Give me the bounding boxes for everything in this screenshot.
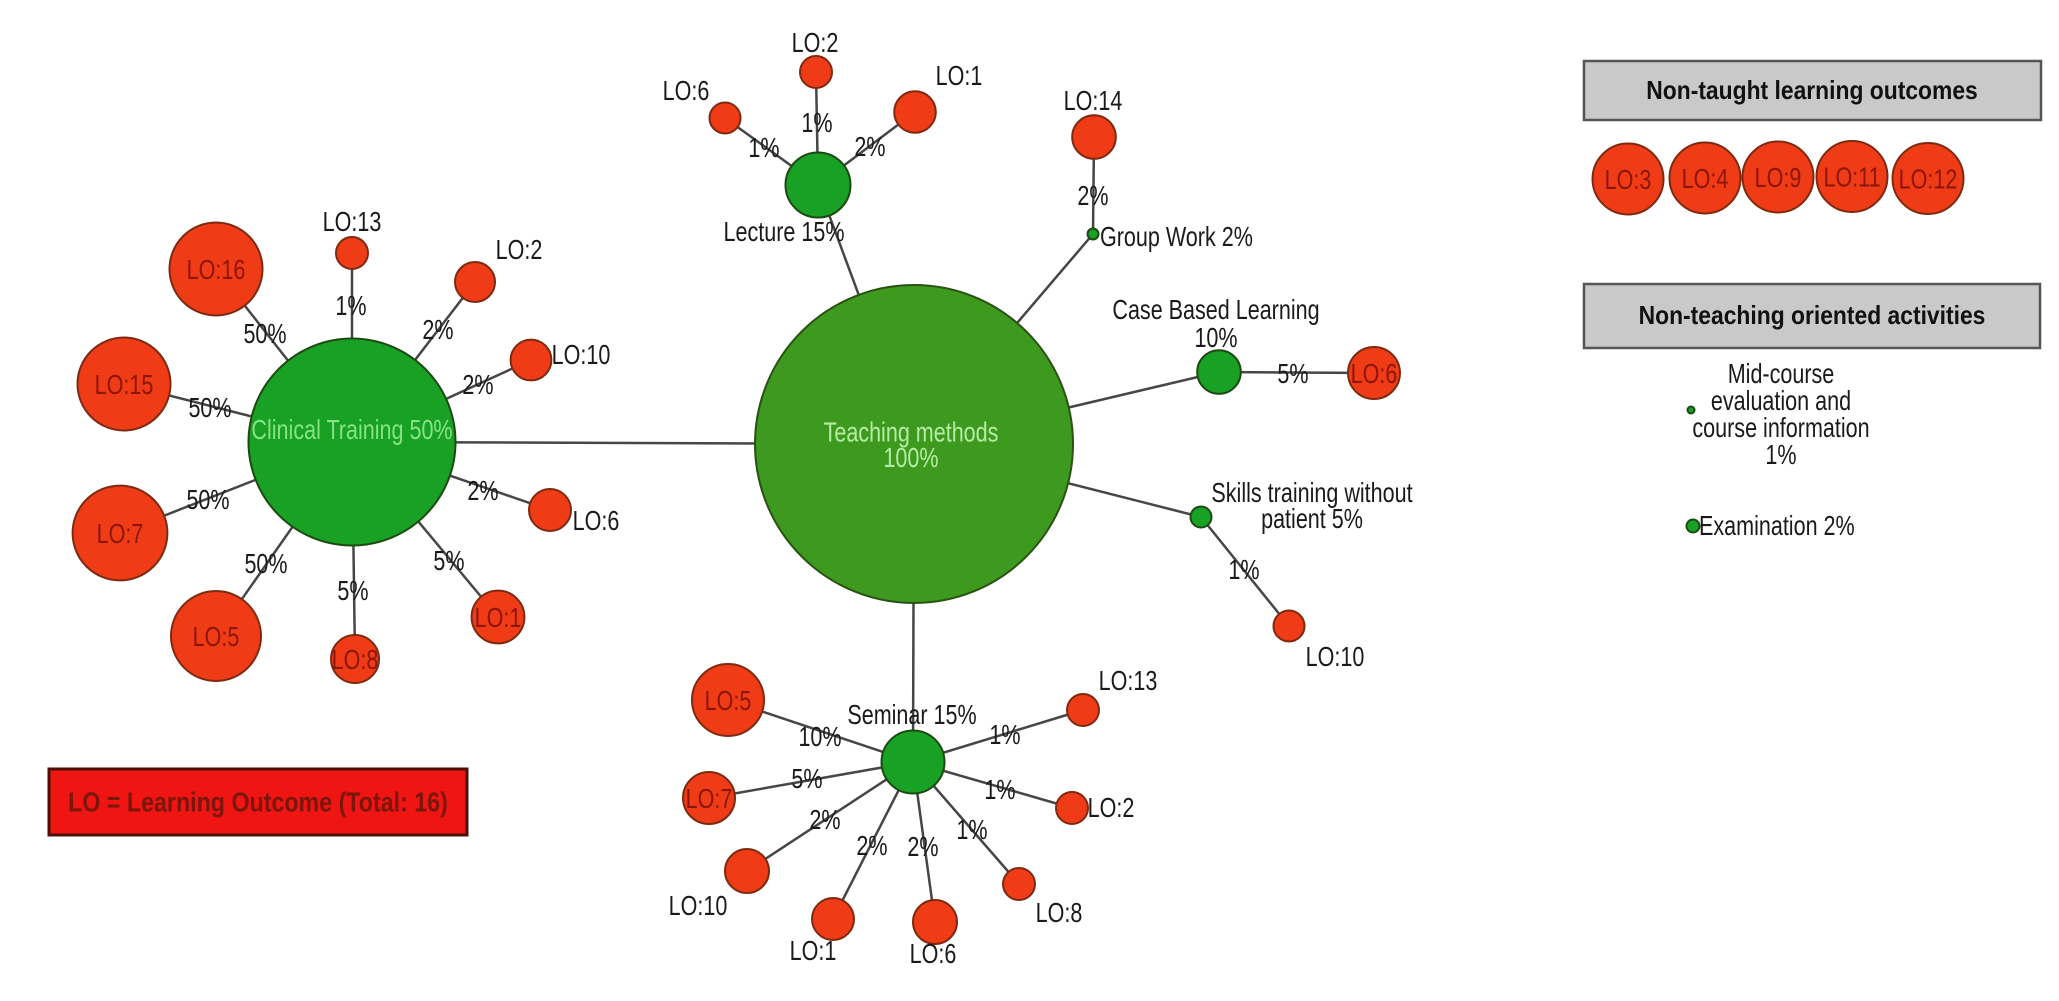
svg-text:1%: 1% — [1228, 554, 1259, 585]
svg-text:1%: 1% — [335, 290, 366, 321]
svg-text:Case Based Learning: Case Based Learning — [1112, 294, 1319, 325]
svg-text:LO:11: LO:11 — [1823, 162, 1880, 193]
svg-text:LO:2: LO:2 — [496, 234, 543, 265]
svg-text:LO:4: LO:4 — [1682, 163, 1729, 194]
svg-text:50%: 50% — [243, 318, 286, 349]
svg-text:LO:1: LO:1 — [936, 60, 983, 91]
svg-text:50%: 50% — [186, 484, 229, 515]
svg-text:Teaching methods: Teaching methods — [824, 417, 999, 448]
svg-text:Seminar 15%: Seminar 15% — [847, 699, 976, 730]
svg-text:Group Work 2%: Group Work 2% — [1100, 221, 1253, 252]
svg-text:1%: 1% — [989, 719, 1020, 750]
svg-text:LO:13: LO:13 — [1099, 665, 1158, 696]
svg-text:10%: 10% — [798, 721, 841, 752]
svg-text:LO:5: LO:5 — [193, 621, 240, 652]
svg-text:1%: 1% — [748, 132, 779, 163]
svg-text:LO:5: LO:5 — [705, 685, 752, 716]
svg-text:LO:6: LO:6 — [910, 938, 957, 969]
svg-text:Lecture 15%: Lecture 15% — [724, 216, 845, 247]
svg-text:LO:3: LO:3 — [1605, 164, 1652, 195]
svg-text:LO:6: LO:6 — [573, 505, 620, 536]
svg-text:Clinical Training 50%: Clinical Training 50% — [251, 414, 452, 445]
svg-text:1%: 1% — [984, 774, 1015, 805]
svg-text:LO:14: LO:14 — [1064, 85, 1123, 116]
svg-text:LO:12: LO:12 — [1899, 164, 1958, 195]
svg-text:5%: 5% — [337, 575, 368, 606]
svg-text:Non-taught learning outcomes: Non-taught learning outcomes — [1646, 77, 1977, 106]
svg-text:2%: 2% — [462, 369, 493, 400]
svg-text:patient 5%: patient 5% — [1261, 503, 1363, 534]
svg-text:Non-teaching oriented activiti: Non-teaching oriented activities — [1639, 302, 1986, 331]
svg-text:2%: 2% — [1077, 180, 1108, 211]
svg-text:LO = Learning Outcome (Total:: LO = Learning Outcome (Total: 16) — [68, 788, 448, 818]
svg-text:10%: 10% — [1194, 322, 1237, 353]
svg-text:5%: 5% — [791, 763, 822, 794]
svg-text:LO:8: LO:8 — [332, 644, 379, 675]
svg-text:2%: 2% — [467, 475, 498, 506]
svg-text:LO:9: LO:9 — [1755, 162, 1802, 193]
svg-text:LO:6: LO:6 — [1351, 358, 1398, 389]
svg-text:100%: 100% — [883, 442, 938, 473]
svg-text:5%: 5% — [1277, 358, 1308, 389]
svg-text:2%: 2% — [854, 131, 885, 162]
svg-text:LO:7: LO:7 — [686, 783, 733, 814]
svg-text:LO:8: LO:8 — [1036, 897, 1083, 928]
svg-text:LO:16: LO:16 — [187, 254, 246, 285]
svg-text:2%: 2% — [422, 314, 453, 345]
svg-text:Examination 2%: Examination 2% — [1699, 510, 1855, 541]
svg-text:LO:1: LO:1 — [475, 602, 522, 633]
svg-text:LO:10: LO:10 — [552, 339, 611, 370]
svg-text:Skills training without: Skills training without — [1211, 477, 1412, 508]
svg-text:evaluation and: evaluation and — [1711, 385, 1851, 416]
svg-text:1%: 1% — [801, 107, 832, 138]
svg-text:LO:10: LO:10 — [1306, 641, 1365, 672]
svg-text:course information: course information — [1692, 412, 1869, 443]
svg-text:5%: 5% — [433, 545, 464, 576]
svg-text:50%: 50% — [188, 392, 231, 423]
svg-text:LO:1: LO:1 — [790, 935, 837, 966]
svg-text:2%: 2% — [907, 831, 938, 862]
svg-text:2%: 2% — [809, 804, 840, 835]
svg-text:LO:13: LO:13 — [323, 206, 382, 237]
svg-text:2%: 2% — [856, 830, 887, 861]
svg-text:LO:7: LO:7 — [97, 518, 144, 549]
svg-text:1%: 1% — [956, 814, 987, 845]
svg-text:LO:2: LO:2 — [792, 27, 839, 58]
svg-text:1%: 1% — [1765, 439, 1796, 470]
svg-text:LO:15: LO:15 — [95, 369, 154, 400]
svg-text:LO:2: LO:2 — [1088, 792, 1135, 823]
svg-text:LO:6: LO:6 — [663, 75, 710, 106]
svg-text:Mid-course: Mid-course — [1728, 358, 1835, 389]
svg-text:LO:10: LO:10 — [669, 890, 728, 921]
svg-text:50%: 50% — [244, 548, 287, 579]
